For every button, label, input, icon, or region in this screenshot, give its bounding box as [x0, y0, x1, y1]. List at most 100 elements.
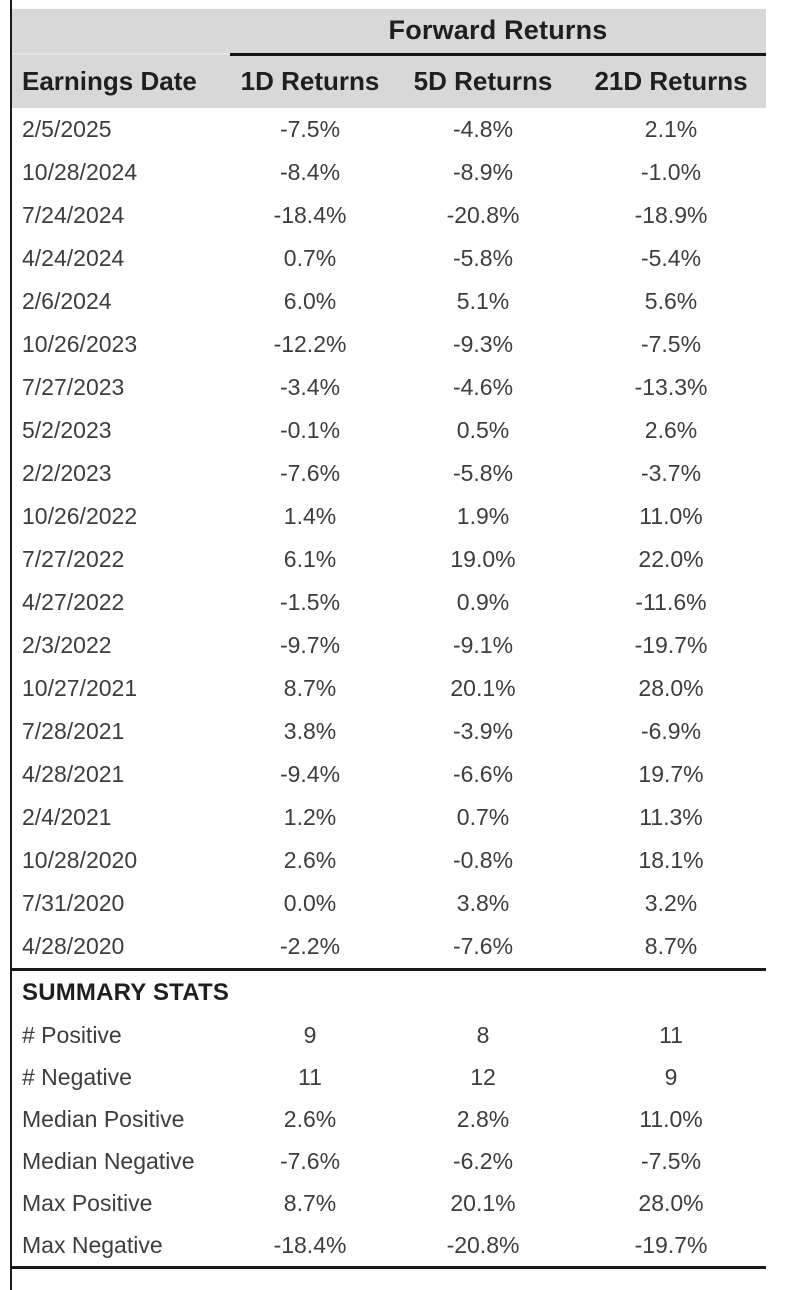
- table-row: 2/4/2021 1.2% 0.7% 11.3%: [12, 796, 766, 839]
- column-header-row: Earnings Date 1D Returns 5D Returns 21D …: [12, 54, 767, 108]
- return-21d-cell: -13.3%: [634, 374, 708, 400]
- summary-stat-5d: -20.8%: [446, 1231, 520, 1258]
- return-1d-cell: 0.7%: [283, 245, 337, 271]
- table-row: 2/6/2024 6.0% 5.1% 5.6%: [12, 280, 766, 323]
- table-row: 10/26/2022 1.4% 1.9% 11.0%: [12, 495, 766, 538]
- return-1d-cell: -0.1%: [279, 417, 341, 443]
- table-row: 10/28/2020 2.6% -0.8% 18.1%: [12, 839, 766, 882]
- return-21d-cell: 2.1%: [644, 116, 698, 142]
- summary-stats-title: SUMMARY STATS: [12, 968, 767, 1014]
- return-1d-cell: 8.7%: [283, 675, 337, 701]
- summary-stat-21d: -19.7%: [634, 1231, 708, 1258]
- return-1d-cell: -8.4%: [279, 159, 341, 185]
- return-1d-cell: -2.2%: [279, 933, 341, 959]
- summary-stat-5d: 20.1%: [450, 1189, 516, 1216]
- return-21d-cell: 8.7%: [644, 933, 698, 959]
- earnings-date-cell: 4/28/2021: [22, 761, 125, 787]
- summary-stats-body: # Positive 9 8 11 # Negative 11 12 9 Med…: [12, 1014, 766, 1268]
- group-header-row: Forward Returns: [12, 9, 767, 56]
- return-1d-cell: -7.5%: [279, 116, 341, 142]
- summary-section: SUMMARY STATS: [12, 968, 767, 1014]
- earnings-date-cell: 7/27/2022: [22, 546, 125, 572]
- table-row: 4/27/2022 -1.5% 0.9% -11.6%: [12, 581, 766, 624]
- earnings-date-cell: 4/27/2022: [22, 589, 125, 615]
- return-5d-cell: 5.1%: [456, 288, 510, 314]
- summary-stat-21d: 11.0%: [639, 1105, 703, 1132]
- summary-row: Median Negative -7.6% -6.2% -7.5%: [12, 1140, 766, 1182]
- summary-row: Median Positive 2.6% 2.8% 11.0%: [12, 1098, 766, 1140]
- return-21d-cell: 11.3%: [639, 804, 703, 830]
- table-row: 5/2/2023 -0.1% 0.5% 2.6%: [12, 409, 766, 452]
- return-5d-cell: -0.8%: [452, 847, 514, 873]
- earnings-date-cell: 7/27/2023: [22, 374, 125, 400]
- return-1d-cell: -1.5%: [279, 589, 341, 615]
- return-21d-cell: 28.0%: [638, 675, 704, 701]
- summary-stat-label: Median Negative: [22, 1147, 195, 1174]
- return-5d-cell: 0.9%: [456, 589, 510, 615]
- return-1d-cell: 0.0%: [283, 890, 337, 916]
- earnings-date-cell: 10/28/2020: [22, 847, 138, 873]
- summary-stat-1d: 8.7%: [283, 1189, 337, 1216]
- summary-stat-1d: -7.6%: [279, 1147, 341, 1174]
- summary-stats-header-row: SUMMARY STATS: [12, 968, 767, 1014]
- earnings-date-cell: 2/6/2024: [22, 288, 112, 314]
- earnings-date-cell: 4/28/2020: [22, 933, 125, 959]
- return-5d-cell: -7.6%: [452, 933, 514, 959]
- return-1d-cell: 6.1%: [283, 546, 337, 572]
- return-21d-cell: -1.0%: [640, 159, 702, 185]
- return-5d-cell: -3.9%: [452, 718, 514, 744]
- return-5d-cell: 19.0%: [450, 546, 516, 572]
- forward-returns-table-area: Forward Returns Earnings Date 1D Returns…: [12, 9, 767, 1269]
- return-5d-cell: 0.5%: [456, 417, 510, 443]
- forward-returns-table: Forward Returns Earnings Date 1D Returns…: [12, 9, 767, 1269]
- summary-stat-5d: 8: [476, 1021, 490, 1048]
- return-5d-cell: 0.7%: [456, 804, 510, 830]
- column-header-5d-returns: 5D Returns: [390, 54, 576, 108]
- return-5d-cell: -20.8%: [446, 202, 520, 228]
- summary-row: # Negative 11 12 9: [12, 1056, 766, 1098]
- return-21d-cell: -5.4%: [640, 245, 702, 271]
- return-1d-cell: 1.4%: [283, 503, 337, 529]
- return-5d-cell: 1.9%: [456, 503, 510, 529]
- table-row: 4/28/2020 -2.2% -7.6% 8.7%: [12, 925, 766, 970]
- return-1d-cell: 2.6%: [283, 847, 337, 873]
- summary-stat-1d: 2.6%: [283, 1105, 337, 1132]
- table-row: 10/28/2024 -8.4% -8.9% -1.0%: [12, 151, 766, 194]
- return-21d-cell: -3.7%: [640, 460, 702, 486]
- return-5d-cell: -4.6%: [452, 374, 514, 400]
- table-row: 4/24/2024 0.7% -5.8% -5.4%: [12, 237, 766, 280]
- summary-stat-label: Max Positive: [22, 1189, 153, 1216]
- return-5d-cell: 3.8%: [456, 890, 510, 916]
- column-header-21d-returns: 21D Returns: [576, 54, 767, 108]
- return-1d-cell: -9.7%: [279, 632, 341, 658]
- summary-stat-21d: 11: [659, 1021, 683, 1048]
- earnings-date-cell: 7/24/2024: [22, 202, 125, 228]
- summary-stat-5d: -6.2%: [452, 1147, 514, 1174]
- table-row: 7/31/2020 0.0% 3.8% 3.2%: [12, 882, 766, 925]
- summary-stat-label: Median Positive: [22, 1105, 185, 1132]
- summary-stat-21d: 28.0%: [638, 1189, 704, 1216]
- return-21d-cell: 2.6%: [644, 417, 698, 443]
- return-5d-cell: -9.3%: [452, 331, 514, 357]
- return-1d-cell: -18.4%: [273, 202, 347, 228]
- summary-stat-label: # Positive: [22, 1021, 122, 1048]
- returns-body: 2/5/2025 -7.5% -4.8% 2.1% 10/28/2024 -8.…: [12, 108, 766, 970]
- summary-stat-1d: 9: [303, 1021, 317, 1048]
- return-21d-cell: 18.1%: [638, 847, 704, 873]
- return-5d-cell: -8.9%: [452, 159, 514, 185]
- return-1d-cell: -7.6%: [279, 460, 341, 486]
- earnings-date-cell: 10/26/2022: [22, 503, 138, 529]
- return-21d-cell: -6.9%: [640, 718, 702, 744]
- column-header-1d-returns: 1D Returns: [230, 54, 390, 108]
- return-5d-cell: -5.8%: [452, 245, 514, 271]
- summary-stat-label: Max Negative: [22, 1231, 163, 1258]
- table-row: 4/28/2021 -9.4% -6.6% 19.7%: [12, 753, 766, 796]
- earnings-date-cell: 7/28/2021: [22, 718, 125, 744]
- table-row: 10/27/2021 8.7% 20.1% 28.0%: [12, 667, 766, 710]
- earnings-date-cell: 2/4/2021: [22, 804, 112, 830]
- table-row: 2/3/2022 -9.7% -9.1% -19.7%: [12, 624, 766, 667]
- return-21d-cell: -19.7%: [634, 632, 708, 658]
- summary-stat-5d: 2.8%: [456, 1105, 510, 1132]
- earnings-date-cell: 10/27/2021: [22, 675, 138, 701]
- summary-row: # Positive 9 8 11: [12, 1014, 766, 1056]
